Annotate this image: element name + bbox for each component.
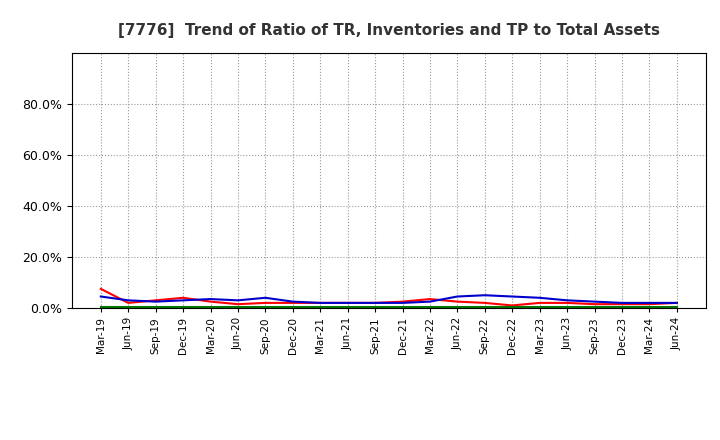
Inventories xyxy=(371,300,379,305)
Trade Receivables xyxy=(343,300,352,305)
Inventories xyxy=(179,298,187,303)
Trade Receivables xyxy=(563,300,572,305)
Inventories xyxy=(645,300,654,305)
Trade Receivables xyxy=(233,301,242,307)
Inventories xyxy=(508,294,516,299)
Trade Receivables xyxy=(672,300,681,305)
Trade Payables xyxy=(536,304,544,309)
Trade Receivables xyxy=(590,301,599,307)
Trade Payables xyxy=(672,304,681,309)
Inventories xyxy=(343,300,352,305)
Inventories xyxy=(672,300,681,305)
Trade Receivables xyxy=(261,300,270,305)
Inventories xyxy=(96,294,105,299)
Line: Inventories: Inventories xyxy=(101,295,677,303)
Trade Payables xyxy=(96,304,105,309)
Trade Payables xyxy=(426,304,434,309)
Trade Payables xyxy=(261,304,270,309)
Trade Payables xyxy=(289,304,297,309)
Trade Receivables xyxy=(371,300,379,305)
Trade Payables xyxy=(398,304,407,309)
Trade Payables xyxy=(206,304,215,309)
Trade Receivables xyxy=(96,286,105,291)
Trade Payables xyxy=(480,304,489,309)
Trade Receivables xyxy=(426,297,434,302)
Trade Payables xyxy=(618,304,626,309)
Inventories xyxy=(536,295,544,301)
Inventories xyxy=(289,299,297,304)
Inventories xyxy=(453,294,462,299)
Inventories xyxy=(398,300,407,305)
Inventories xyxy=(618,300,626,305)
Inventories xyxy=(233,298,242,303)
Trade Payables xyxy=(508,304,516,309)
Trade Payables xyxy=(151,304,160,309)
Trade Receivables xyxy=(316,300,325,305)
Inventories xyxy=(124,298,132,303)
Trade Payables xyxy=(179,304,187,309)
Inventories xyxy=(563,298,572,303)
Trade Payables xyxy=(590,304,599,309)
Trade Payables xyxy=(343,304,352,309)
Trade Payables xyxy=(371,304,379,309)
Inventories xyxy=(480,293,489,298)
Inventories xyxy=(206,297,215,302)
Inventories xyxy=(261,295,270,301)
Trade Receivables xyxy=(124,300,132,305)
Trade Receivables xyxy=(398,299,407,304)
Inventories xyxy=(426,299,434,304)
Trade Receivables xyxy=(618,301,626,307)
Trade Receivables xyxy=(179,295,187,301)
Trade Receivables xyxy=(206,299,215,304)
Text: [7776]  Trend of Ratio of TR, Inventories and TP to Total Assets: [7776] Trend of Ratio of TR, Inventories… xyxy=(118,23,660,38)
Inventories xyxy=(590,299,599,304)
Trade Receivables xyxy=(645,301,654,307)
Trade Receivables xyxy=(453,299,462,304)
Trade Receivables xyxy=(151,298,160,303)
Trade Payables xyxy=(316,304,325,309)
Trade Receivables xyxy=(289,300,297,305)
Inventories xyxy=(316,300,325,305)
Trade Receivables xyxy=(480,300,489,305)
Trade Receivables xyxy=(536,300,544,305)
Trade Payables xyxy=(563,304,572,309)
Trade Receivables xyxy=(508,303,516,308)
Trade Payables xyxy=(645,304,654,309)
Trade Payables xyxy=(124,304,132,309)
Trade Payables xyxy=(453,304,462,309)
Inventories xyxy=(151,299,160,304)
Line: Trade Receivables: Trade Receivables xyxy=(101,289,677,305)
Trade Payables xyxy=(233,304,242,309)
